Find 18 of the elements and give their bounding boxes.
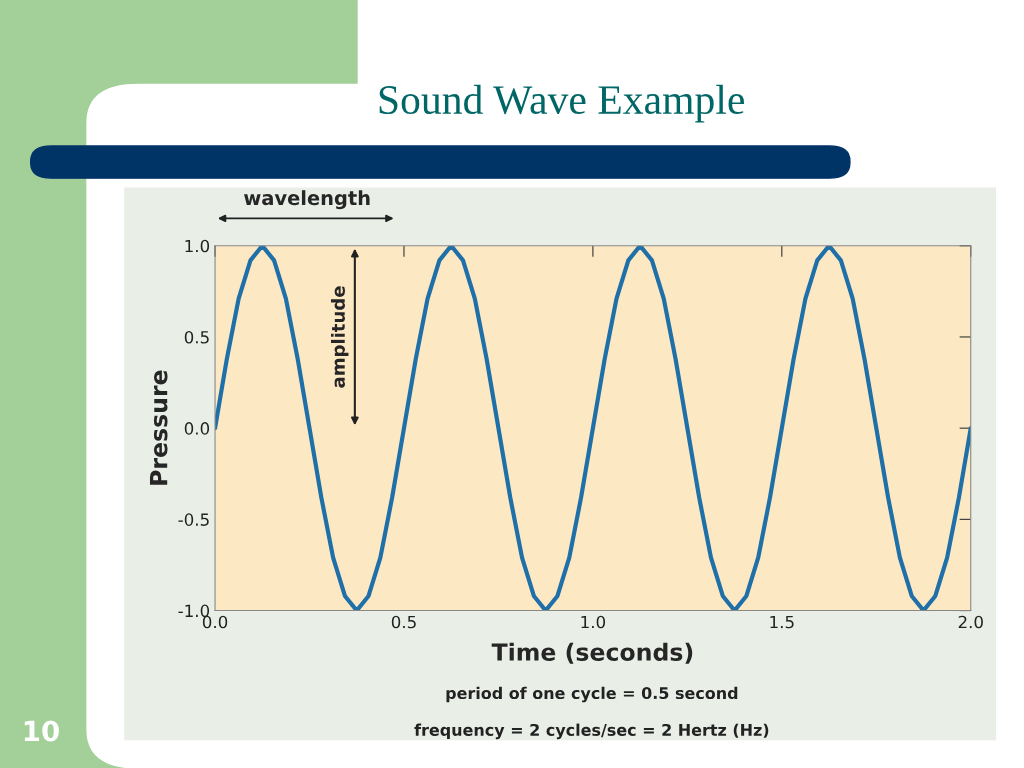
text: frequency = 2 cycles/sec = 2 Hertz (Hz)	[414, 723, 769, 740]
chart-title: Sound Wave Example	[379, 84, 744, 123]
x-tick-label: 0.5	[391, 615, 416, 629]
annotation: amplitude	[331, 286, 349, 388]
y-tick-label: -0.5	[178, 513, 209, 526]
y-tick-label: 0.5	[184, 330, 209, 344]
line-series	[215, 245, 971, 611]
y-tick-label: 0.0	[184, 422, 210, 435]
y-axis-title: Pressure	[149, 370, 168, 485]
text: wavelength	[244, 190, 370, 210]
y-tick-label: 1.0	[185, 239, 210, 253]
x-tick-label: 2.0	[958, 615, 983, 629]
text: period of one cycle = 0.5 second	[446, 686, 738, 703]
x-tick-label: 1.0	[581, 615, 606, 629]
x-tick-label: 1.5	[770, 615, 794, 629]
x-axis-title: Time (seconds)	[491, 642, 693, 664]
y-tick-label: -1.0	[178, 604, 210, 618]
text: 10	[24, 720, 59, 742]
